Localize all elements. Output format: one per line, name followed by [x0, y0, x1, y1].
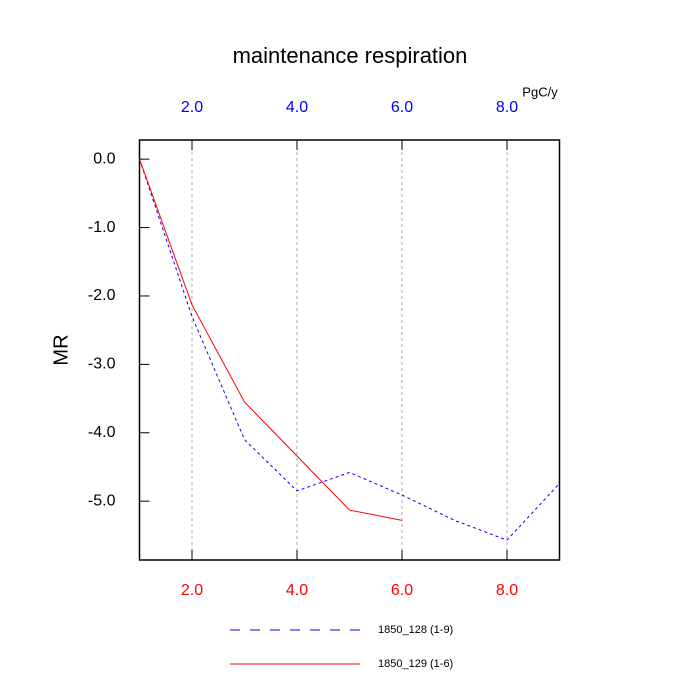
x-top-tick-label: 2.0: [181, 99, 203, 116]
legend-label: 1850_129 (1-6): [378, 658, 453, 670]
legend-label: 1850_128 (1-9): [378, 624, 453, 636]
series-line: [139, 158, 560, 541]
y-tick-label: -5.0: [88, 492, 116, 509]
y-axis-label: MR: [50, 334, 72, 365]
x-tick-label: 6.0: [391, 582, 413, 599]
x-top-tick-label: 6.0: [391, 99, 413, 116]
y-tick-label: -2.0: [88, 287, 116, 304]
series-line: [139, 158, 403, 521]
chart-title: maintenance respiration: [233, 43, 468, 68]
y-tick-label: 0.0: [93, 150, 115, 167]
x-top-tick-label: 8.0: [496, 99, 518, 116]
plot-frame: [138, 139, 561, 561]
y-tick-label: -1.0: [88, 219, 116, 236]
x-top-tick-label: 4.0: [286, 99, 308, 116]
y-tick-label: -3.0: [88, 356, 116, 373]
x-tick-label: 2.0: [181, 582, 203, 599]
y-tick-label: -4.0: [88, 424, 116, 441]
x-tick-label: 8.0: [496, 582, 518, 599]
x-tick-label: 4.0: [286, 582, 308, 599]
top-axis-label: PgC/y: [522, 84, 558, 99]
